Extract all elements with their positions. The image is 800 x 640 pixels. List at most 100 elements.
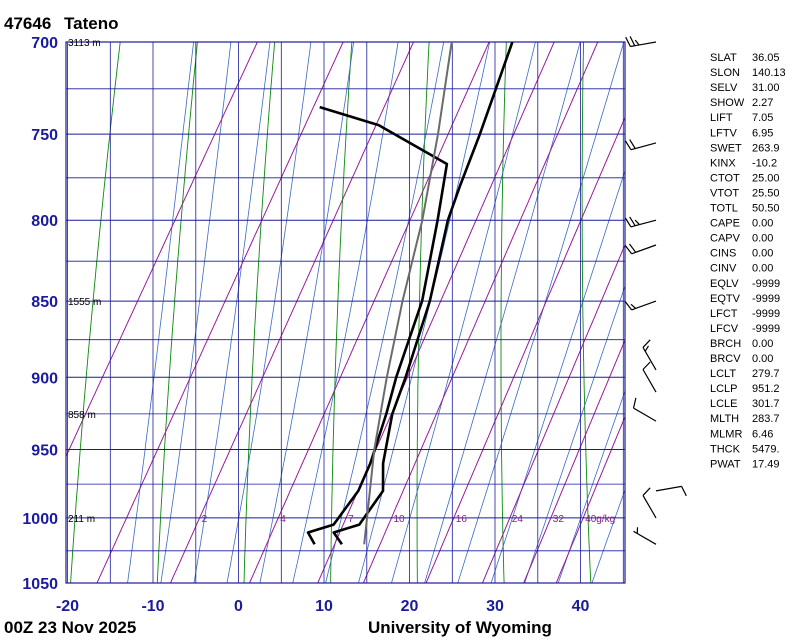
index-value: -10.2 bbox=[752, 157, 777, 169]
wind-barb bbox=[633, 527, 657, 545]
index-value: 0.00 bbox=[752, 248, 773, 260]
temperature-profile-line bbox=[332, 42, 514, 546]
moist-adiabat-line bbox=[524, 284, 625, 583]
moist-adiabat-line bbox=[591, 488, 625, 583]
index-name: VTOT bbox=[710, 188, 739, 200]
plot-frame bbox=[65, 41, 626, 584]
index-value: 7.05 bbox=[752, 112, 773, 124]
pressure-tick-label: 850 bbox=[31, 294, 58, 311]
index-row: BRCH 0.00 bbox=[710, 338, 773, 350]
index-name: TOTL bbox=[710, 203, 738, 215]
index-name: LCLT bbox=[710, 368, 736, 380]
mixing-ratio-line bbox=[170, 42, 414, 583]
index-value: 301.7 bbox=[752, 398, 780, 410]
index-row: CAPV 0.00 bbox=[710, 233, 773, 245]
mixing-ratio-label: 4 bbox=[280, 514, 286, 525]
index-value: -9999 bbox=[752, 308, 780, 320]
moist-adiabat-line bbox=[358, 42, 491, 583]
mixing-ratio-line bbox=[425, 116, 625, 583]
index-name: SLAT bbox=[710, 52, 737, 64]
index-name: LFCV bbox=[710, 323, 739, 335]
wind-barb bbox=[642, 487, 657, 519]
index-value: 0.00 bbox=[752, 233, 773, 245]
index-name: SHOW bbox=[710, 97, 745, 109]
index-name: CINS bbox=[710, 248, 736, 260]
index-row: CINS 0.00 bbox=[710, 248, 773, 260]
temperature-tick-label: -20 bbox=[56, 598, 79, 615]
index-row: CTOT 25.00 bbox=[710, 172, 780, 184]
index-name: BRCV bbox=[710, 353, 741, 365]
index-row: SLAT 36.05 bbox=[710, 52, 780, 64]
index-name: SELV bbox=[710, 82, 738, 94]
wind-barb bbox=[624, 300, 657, 311]
index-value: 0.00 bbox=[752, 338, 773, 350]
index-value: 36.05 bbox=[752, 52, 780, 64]
pressure-tick-label: 1050 bbox=[22, 576, 58, 593]
index-row: THCK 5479. bbox=[710, 443, 780, 455]
mixing-ratio-label: 40g/kg bbox=[585, 514, 615, 525]
index-name: THCK bbox=[710, 443, 741, 455]
index-row: SELV 31.00 bbox=[710, 82, 780, 94]
wind-barb bbox=[624, 216, 657, 228]
index-row: EQLV -9999 bbox=[710, 278, 780, 290]
station-id: 47646 bbox=[4, 14, 51, 33]
mixing-ratio-label: 32 bbox=[553, 514, 565, 525]
height-label: 211 m bbox=[68, 514, 95, 525]
temperature-tick-label: 0 bbox=[234, 598, 243, 615]
mixing-ratio-label: 2 bbox=[202, 514, 208, 525]
height-label: 3113 m bbox=[68, 38, 101, 49]
wind-barb bbox=[625, 36, 657, 48]
height-labels: 3113 m 1555 m 858 m 211 m bbox=[68, 38, 101, 525]
wind-barb bbox=[642, 339, 657, 371]
index-name: CAPE bbox=[710, 218, 740, 230]
index-name: EQTV bbox=[710, 293, 741, 305]
index-name: PWAT bbox=[710, 458, 741, 470]
index-row: SWET 263.9 bbox=[710, 142, 780, 154]
index-name: MLMR bbox=[710, 428, 742, 440]
mixing-ratio-label: 16 bbox=[456, 514, 468, 525]
index-value: 5479. bbox=[752, 443, 780, 455]
index-value: 50.50 bbox=[752, 203, 780, 215]
wind-barb bbox=[655, 485, 687, 497]
moist-adiabat-line bbox=[193, 42, 271, 583]
wind-barb bbox=[632, 397, 657, 422]
index-row: BRCV 0.00 bbox=[710, 353, 773, 365]
index-row: MLMR 6.46 bbox=[710, 428, 773, 440]
index-row: PWAT 17.49 bbox=[710, 458, 780, 470]
index-name: LFTV bbox=[710, 127, 738, 139]
index-row: CINV 0.00 bbox=[710, 263, 773, 275]
temperature-tick-label: 20 bbox=[401, 598, 419, 615]
footer-source: University of Wyoming bbox=[368, 618, 552, 637]
temperature-tick-label: -10 bbox=[141, 598, 164, 615]
pressure-tick-label: 1000 bbox=[22, 511, 58, 528]
index-row: LCLE 301.7 bbox=[710, 398, 780, 410]
index-row: LFCT -9999 bbox=[710, 308, 780, 320]
dry-adiabat-line bbox=[70, 42, 121, 583]
index-row: VTOT 25.50 bbox=[710, 188, 780, 200]
index-row: LCLT 279.7 bbox=[710, 368, 780, 380]
footer-timestamp: 00Z 23 Nov 2025 bbox=[4, 618, 136, 637]
index-name: LFCT bbox=[710, 308, 738, 320]
index-value: -9999 bbox=[752, 323, 780, 335]
index-name: MLTH bbox=[710, 413, 739, 425]
index-row: TOTL 50.50 bbox=[710, 203, 780, 215]
index-value: 0.00 bbox=[752, 263, 773, 275]
index-table: SLAT 36.05 SLON 140.13 SELV 31.00 SHOW 2.27 LIFT… bbox=[710, 52, 786, 470]
temperature-tick-label: 30 bbox=[486, 598, 504, 615]
index-value: 279.7 bbox=[752, 368, 780, 380]
pressure-tick-label: 950 bbox=[31, 443, 58, 460]
index-value: 25.50 bbox=[752, 188, 780, 200]
index-name: LIFT bbox=[710, 112, 733, 124]
index-row: LIFT 7.05 bbox=[710, 112, 773, 124]
index-value: -9999 bbox=[752, 278, 780, 290]
index-row: LFTV 6.95 bbox=[710, 127, 773, 139]
axis-labels: 700 750 800 850 900 950 1000 1050 -20 -10 0 10 20 30 4… bbox=[22, 35, 589, 615]
index-value: 25.00 bbox=[752, 172, 780, 184]
index-row: LCLP 951.2 bbox=[710, 383, 780, 395]
mixing-ratio-line bbox=[523, 338, 625, 583]
temperature-tick-label: 10 bbox=[315, 598, 333, 615]
index-row: KINX -10.2 bbox=[710, 157, 777, 169]
index-name: CTOT bbox=[710, 172, 740, 184]
pressure-tick-label: 700 bbox=[31, 35, 58, 52]
station-name: Tateno bbox=[64, 14, 118, 33]
